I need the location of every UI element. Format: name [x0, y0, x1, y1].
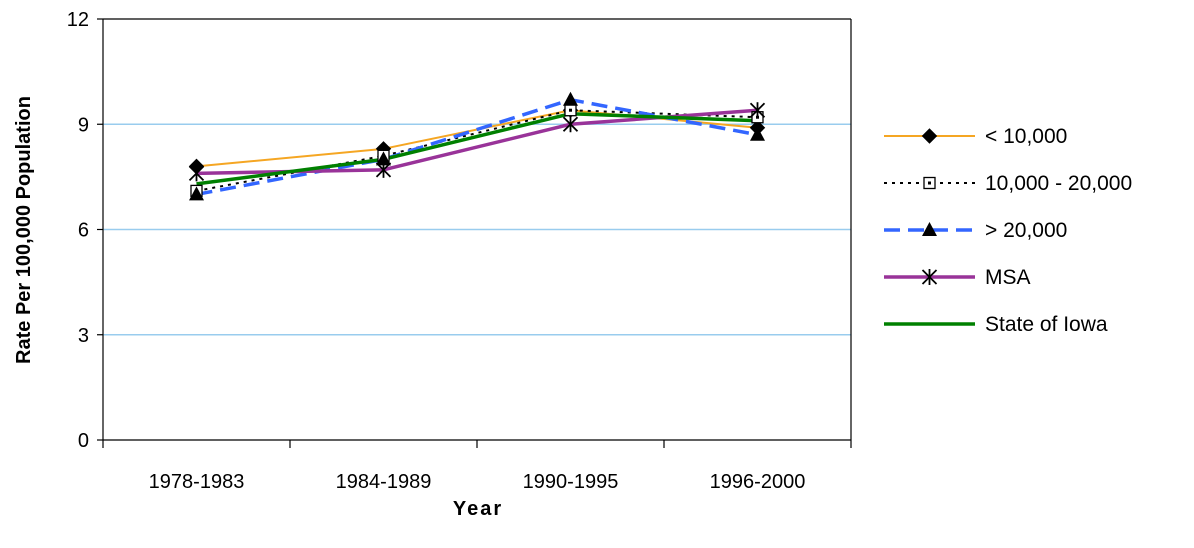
- legend-item: MSA: [884, 266, 1031, 289]
- y-tick-label: 3: [78, 325, 89, 347]
- data-point: [375, 161, 392, 178]
- y-tick-labels: 0 3 6 9 12: [67, 9, 89, 452]
- data-point: [922, 222, 937, 236]
- y-tick-label: 9: [78, 114, 89, 136]
- data-point: [563, 91, 578, 106]
- data-point: [376, 151, 391, 166]
- grid-lines: [103, 123, 851, 336]
- x-tick-labels: 1978-1983 1984-1989 1990-1995 1996-2000: [149, 471, 806, 493]
- data-point: [562, 116, 579, 133]
- series-markers-3: [188, 102, 766, 182]
- data-point: [564, 104, 577, 117]
- legend: < 10,000 10,000 - 20,000 > 20,000 MSA State …: [884, 125, 1132, 336]
- data-point: [750, 126, 765, 141]
- x-tick-label: 1978-1983: [149, 471, 245, 493]
- data-point: [921, 128, 938, 144]
- x-tick-label: 1996-2000: [710, 471, 806, 493]
- y-tick-label: 6: [78, 220, 89, 242]
- legend-item: < 10,000: [884, 125, 1067, 148]
- series-markers-2: [189, 91, 765, 201]
- legend-label: 10,000 - 20,000: [985, 172, 1132, 195]
- legend-item: 10,000 - 20,000: [884, 172, 1132, 195]
- data-point: [189, 186, 204, 201]
- data-point: [188, 165, 205, 182]
- series-4: [196, 111, 758, 186]
- legend-label: > 20,000: [985, 219, 1067, 242]
- series-line: [196, 111, 758, 186]
- data-point: [749, 102, 766, 119]
- legend-label: MSA: [985, 266, 1031, 289]
- data-point: [921, 269, 938, 285]
- legend-item: State of Iowa: [884, 313, 1108, 336]
- x-axis-title: Year: [453, 498, 503, 520]
- legend-label: < 10,000: [985, 125, 1067, 148]
- x-tick-label: 1990-1995: [523, 471, 619, 493]
- x-tick-label: 1984-1989: [336, 471, 432, 493]
- legend-label: State of Iowa: [985, 313, 1108, 336]
- legend-item: > 20,000: [884, 219, 1067, 242]
- data-point: [923, 176, 936, 190]
- axes: [97, 18, 852, 448]
- y-tick-label: 12: [67, 9, 89, 31]
- y-axis-title: Rate Per 100,000 Population: [13, 96, 35, 364]
- y-tick-label: 0: [78, 430, 89, 452]
- series-group: [188, 91, 766, 201]
